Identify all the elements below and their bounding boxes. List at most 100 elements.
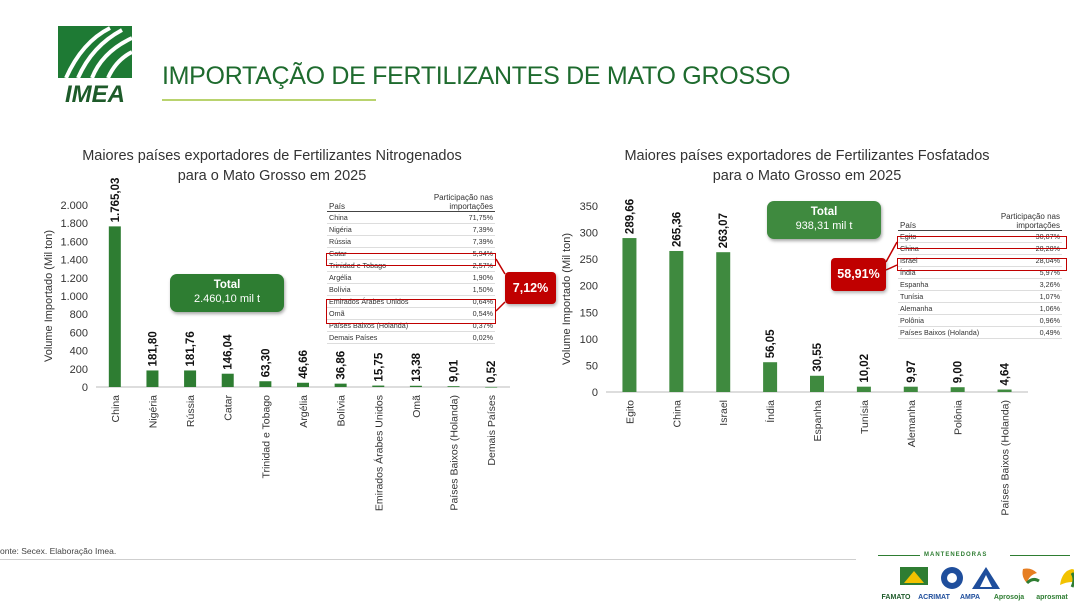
chart2-category-label: China bbox=[671, 400, 683, 428]
chart2-y-tick-label: 50 bbox=[586, 360, 598, 372]
chart2-category-label: Países Baixos (Holanda) bbox=[1000, 400, 1012, 516]
table1-row-share: 0,02% bbox=[410, 331, 495, 344]
chart2-data-label: 289,66 bbox=[624, 199, 636, 234]
chart2-title-line2: para o Mato Grosso em 2025 bbox=[712, 168, 902, 184]
chart1-y-tick-label: 1.600 bbox=[60, 236, 88, 248]
table2-row-share: 0,49% bbox=[981, 326, 1062, 339]
table1-row-country: Países Baixos (Holanda) bbox=[327, 319, 411, 332]
table-row: Alemanha 1,06% bbox=[898, 302, 1062, 315]
chart1-data-label: 63,30 bbox=[260, 348, 272, 377]
chart2-y-tick-label: 0 bbox=[592, 387, 598, 399]
table2-row-share: 1,07% bbox=[981, 290, 1062, 303]
table1-row-country: Omã bbox=[327, 307, 411, 320]
table-row: Espanha 3,26% bbox=[898, 278, 1062, 291]
table-row: Omã 0,54% bbox=[327, 307, 495, 320]
chart2-y-axis-label: Volume Importado (Mil ton) bbox=[561, 233, 573, 365]
table2-row-country: Países Baixos (Holanda) bbox=[898, 326, 982, 339]
chart1-category-label: Rússia bbox=[185, 395, 197, 427]
source-note: onte: Secex. Elaboração Imea. bbox=[0, 546, 117, 556]
chart1-category-label: Argélia bbox=[298, 395, 310, 428]
table2-header-country: País bbox=[898, 212, 982, 231]
chart1-category-label: Países Baixos (Holanda) bbox=[449, 395, 461, 511]
table2-row-share: 1,06% bbox=[981, 302, 1062, 315]
chart2-y-tick-label: 150 bbox=[580, 307, 598, 319]
table1-header-country: País bbox=[327, 193, 411, 212]
table2-row-share: 0,96% bbox=[981, 314, 1062, 327]
table1-row-share: 0,54% bbox=[410, 307, 495, 320]
table-row: Tunísia 1,07% bbox=[898, 290, 1062, 303]
chart2-y-tick-label: 250 bbox=[580, 254, 598, 266]
chart2-data-label: 9,00 bbox=[953, 361, 965, 383]
table2-row-country: Israel bbox=[898, 254, 982, 267]
chart1-total-value: 2.460,10 mil t bbox=[193, 293, 261, 305]
chart2-bar bbox=[903, 386, 918, 392]
chart1-highlight-badge: 7,12% bbox=[505, 272, 556, 304]
chart1-y-tick-label: 800 bbox=[70, 309, 88, 321]
chart2-total-label: Total bbox=[810, 206, 838, 218]
chart2-data-label: 4,64 bbox=[1000, 363, 1012, 386]
chart1-y-tick-label: 1.000 bbox=[60, 291, 88, 303]
chart1-bar bbox=[146, 370, 159, 387]
sponsor-aprosmat-name: aprosmat bbox=[1036, 594, 1068, 601]
chart1-data-label: 0,52 bbox=[486, 361, 498, 383]
sponsor-aprosoja-name: Aprosoja bbox=[993, 594, 1025, 601]
chart2-data-label: 263,07 bbox=[718, 213, 730, 248]
chart2-data-label: 265,36 bbox=[671, 212, 683, 247]
chart1-category-label: Omã bbox=[411, 395, 423, 418]
table1-row-share: 1,50% bbox=[410, 283, 495, 296]
chart1-bar bbox=[108, 226, 121, 387]
chart1-data-label: 181,80 bbox=[147, 331, 159, 366]
chart2-category-label: Índia bbox=[764, 400, 777, 423]
chart1-y-tick-label: 2.000 bbox=[60, 200, 88, 212]
chart1-bar bbox=[409, 385, 422, 387]
chart1-bar bbox=[297, 382, 309, 387]
sponsor-famato-logo: FAMATO bbox=[878, 565, 928, 601]
chart1-category-label: Demais Países bbox=[486, 395, 498, 466]
chart1-category-label: Emirados Árabes Unidos bbox=[372, 395, 385, 511]
sponsors-rule-left bbox=[878, 555, 920, 556]
chart1-y-tick-label: 600 bbox=[70, 327, 88, 339]
chart1-total-label: Total bbox=[213, 279, 241, 291]
chart2-data-label: 56,05 bbox=[765, 329, 777, 358]
table2-row-country: Polônia bbox=[898, 314, 982, 327]
chart2-category-label: Alemanha bbox=[906, 400, 918, 447]
chart2-data-label: 9,97 bbox=[906, 360, 918, 382]
table1-row-share: 0,64% bbox=[410, 295, 495, 308]
chart2-y-tick-label: 200 bbox=[580, 281, 598, 293]
chart2-category-label: Israel bbox=[718, 400, 730, 426]
table1-row-share: 7,39% bbox=[410, 223, 495, 236]
chart1-bar bbox=[334, 383, 347, 387]
chart1-share-table: País Participação nas importações China 7… bbox=[327, 193, 495, 344]
table2-row-country: Espanha bbox=[898, 278, 982, 291]
chart1-category-label: Bolívia bbox=[336, 395, 348, 427]
sponsors-rule-right bbox=[1010, 555, 1070, 556]
chart1-y-tick-label: 1.800 bbox=[60, 218, 88, 230]
chart2-data-label: 30,55 bbox=[812, 342, 824, 371]
table-row: Polônia 0,96% bbox=[898, 314, 1062, 327]
sponsor-aprosmat-logo: aprosmat bbox=[1032, 565, 1074, 601]
table1-row-country: Nigéria bbox=[327, 223, 411, 236]
chart1-data-label: 1.765,03 bbox=[110, 178, 122, 223]
chart2-y-tick-label: 350 bbox=[580, 201, 598, 213]
table-row: Demais Países 0,02% bbox=[327, 331, 495, 344]
sponsor-ampa-name: AMPA bbox=[959, 594, 981, 601]
table2-row-country: Alemanha bbox=[898, 302, 982, 315]
chart2-category-label: Egito bbox=[624, 400, 636, 424]
table-row: Países Baixos (Holanda) 0,49% bbox=[898, 326, 1062, 339]
table-row: Índia 5,97% bbox=[898, 266, 1062, 279]
table-row: Nigéria 7,39% bbox=[327, 223, 495, 236]
chart1-bar bbox=[447, 386, 460, 387]
table1-row-share: 71,75% bbox=[410, 211, 495, 224]
chart1-title-line1: Maiores países exportadores de Fertiliza… bbox=[82, 148, 462, 164]
chart1-data-label: 181,76 bbox=[185, 331, 197, 366]
chart1-y-axis-label: Volume Importado (Mil ton) bbox=[43, 230, 55, 362]
chart2-bar bbox=[716, 252, 731, 392]
chart1-data-label: 36,86 bbox=[336, 351, 348, 380]
sponsor-acrimat-name: ACRIMAT bbox=[918, 594, 950, 601]
chart1-y-tick-label: 200 bbox=[70, 364, 88, 376]
table-row: Bolívia 1,50% bbox=[327, 283, 495, 296]
chart2-data-label: 10,02 bbox=[859, 354, 871, 383]
chart2-category-label: Espanha bbox=[812, 400, 824, 442]
imea-logo: IMEA bbox=[58, 26, 133, 108]
